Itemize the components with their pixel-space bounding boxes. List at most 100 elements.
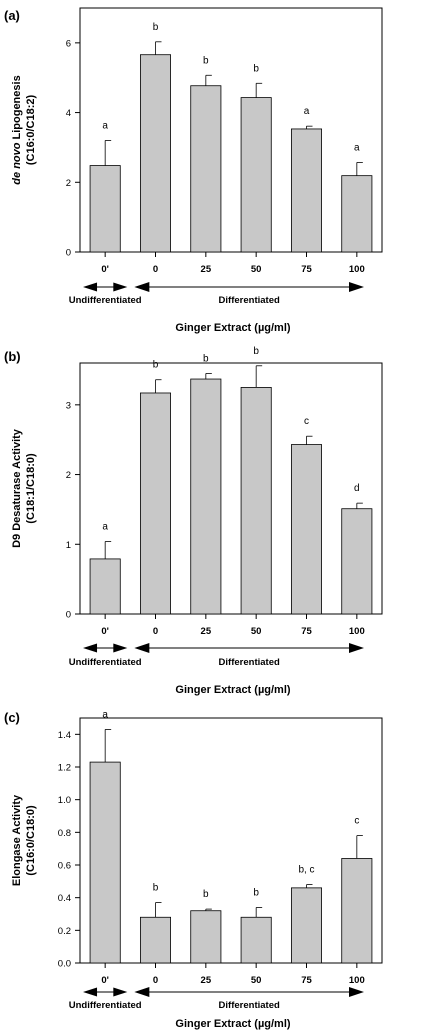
- plot-frame: [79, 717, 383, 964]
- arrow-head-left: [83, 987, 98, 997]
- arrow-head-right: [113, 987, 128, 997]
- x-tick-label: 50: [251, 626, 262, 637]
- y-tick-label: 1: [66, 540, 71, 551]
- x-tick-label: 100: [349, 626, 365, 637]
- y-axis-label-main: Lipogenesis: [11, 75, 23, 142]
- panel-label: (b): [4, 349, 21, 364]
- significance-letter: b: [253, 346, 259, 357]
- y-tick-label: 1.2: [58, 763, 71, 774]
- plot-frame: [79, 362, 383, 615]
- y-tick-label: 4: [66, 108, 71, 119]
- x-tick-label: 25: [201, 626, 212, 637]
- y-axis-label-italic: de novo: [11, 142, 23, 184]
- y-tick-label: 0: [66, 248, 71, 259]
- y-tick-label: 0.2: [58, 926, 71, 937]
- x-axis-label: Ginger Extract (µg/ml): [175, 1018, 290, 1030]
- y-axis-label-main: D9 Desaturase Activity: [11, 428, 23, 548]
- bar-75: [290, 128, 322, 253]
- y-tick-label: 0.4: [58, 893, 71, 904]
- group-label-differentiated: Differentiated: [219, 1000, 280, 1011]
- y-tick-label: 0: [66, 610, 71, 621]
- group-label-differentiated: Differentiated: [219, 295, 280, 306]
- y-axis-label: Elongase Activity: [11, 794, 23, 886]
- bar-0': [89, 558, 121, 615]
- arrow-head-left: [83, 643, 98, 653]
- bar-25: [190, 85, 222, 253]
- significance-letter: a: [304, 106, 310, 117]
- arrow-head-right: [113, 643, 128, 653]
- significance-letter: b: [203, 889, 209, 900]
- x-tick-label: 0': [101, 264, 109, 275]
- y-axis-label: de novo Lipogenesis: [11, 75, 23, 184]
- bar-0': [89, 165, 121, 253]
- bar-25: [190, 378, 222, 615]
- bar-50: [240, 387, 272, 615]
- panel-label: (a): [4, 8, 20, 23]
- x-tick-label: 0: [153, 264, 158, 275]
- x-tick-label: 0': [101, 975, 109, 986]
- arrow-head-left: [134, 987, 150, 997]
- y-tick-label: 1.4: [58, 730, 71, 741]
- x-tick-label: 0': [101, 626, 109, 637]
- significance-letter: b: [153, 22, 159, 33]
- x-axis-label: Ginger Extract (µg/ml): [175, 684, 290, 696]
- significance-letter: b: [203, 55, 209, 66]
- bar-100: [341, 858, 373, 964]
- group-label-undifferentiated: Undifferentiated: [69, 295, 142, 306]
- arrow-head-left: [134, 643, 150, 653]
- significance-letter: b: [153, 883, 159, 894]
- x-tick-label: 0: [153, 975, 158, 986]
- arrow-head-right: [349, 987, 364, 997]
- significance-letter: d: [354, 483, 360, 494]
- y-tick-label: 2: [66, 178, 71, 189]
- y-tick-label: 0.6: [58, 861, 71, 872]
- arrow-head-right: [349, 643, 364, 653]
- x-tick-label: 100: [349, 975, 365, 986]
- y-axis-label-units: (C16:0/C18:0): [25, 805, 37, 876]
- y-tick-label: 3: [66, 400, 71, 411]
- group-label-undifferentiated: Undifferentiated: [69, 1000, 142, 1011]
- bar-0: [139, 54, 171, 253]
- y-tick-label: 6: [66, 38, 71, 49]
- arrow-head-right: [349, 282, 364, 292]
- y-axis-label-units: (C18:1/C18:0): [25, 453, 37, 524]
- bar-0: [139, 916, 171, 964]
- significance-letter: a: [102, 521, 108, 532]
- x-tick-label: 50: [251, 264, 262, 275]
- x-tick-label: 75: [301, 626, 312, 637]
- significance-letter: c: [354, 816, 359, 827]
- significance-letter: b: [203, 353, 209, 364]
- y-axis-label-main: Elongase Activity: [11, 794, 23, 886]
- chart-panel-3: (c) 0.0 0.2 0.4 0.6 0.8 1.0 1.2 1.4 Elongase Acti…: [4, 709, 383, 1030]
- x-tick-label: 25: [201, 975, 212, 986]
- bar-0': [89, 761, 121, 964]
- x-axis-label: Ginger Extract (µg/ml): [175, 322, 290, 334]
- y-axis-label-units: (C16:0/C18:2): [25, 95, 37, 166]
- bar-75: [290, 887, 322, 964]
- significance-letter: b: [253, 63, 259, 74]
- arrow-head-left: [83, 282, 98, 292]
- chart-panel-2: (b) 0 1 2 3 D9 Desaturase Activity (C18:1/C18:…: [4, 346, 383, 696]
- bar-25: [190, 910, 222, 964]
- panel-label: (c): [4, 710, 20, 725]
- significance-letter: b: [153, 360, 159, 371]
- plot-frame: [79, 7, 383, 253]
- bar-100: [341, 175, 373, 253]
- x-tick-label: 25: [201, 264, 212, 275]
- arrow-head-left: [134, 282, 150, 292]
- group-label-differentiated: Differentiated: [219, 657, 280, 668]
- y-tick-label: 1.0: [58, 795, 71, 806]
- bar-0: [139, 392, 171, 615]
- bar-50: [240, 916, 272, 964]
- y-tick-label: 2: [66, 470, 71, 481]
- y-tick-label: 0.8: [58, 828, 71, 839]
- x-tick-label: 75: [301, 975, 312, 986]
- bar-75: [290, 444, 322, 615]
- chart-panel-1: (a) 0 2 4 6 de novo Lipogenesis (C16:0/C18:2) a…: [4, 7, 383, 334]
- bar-100: [341, 508, 373, 615]
- arrow-head-right: [113, 282, 128, 292]
- significance-letter: a: [102, 120, 108, 131]
- significance-letter: c: [304, 416, 309, 427]
- x-tick-label: 0: [153, 626, 158, 637]
